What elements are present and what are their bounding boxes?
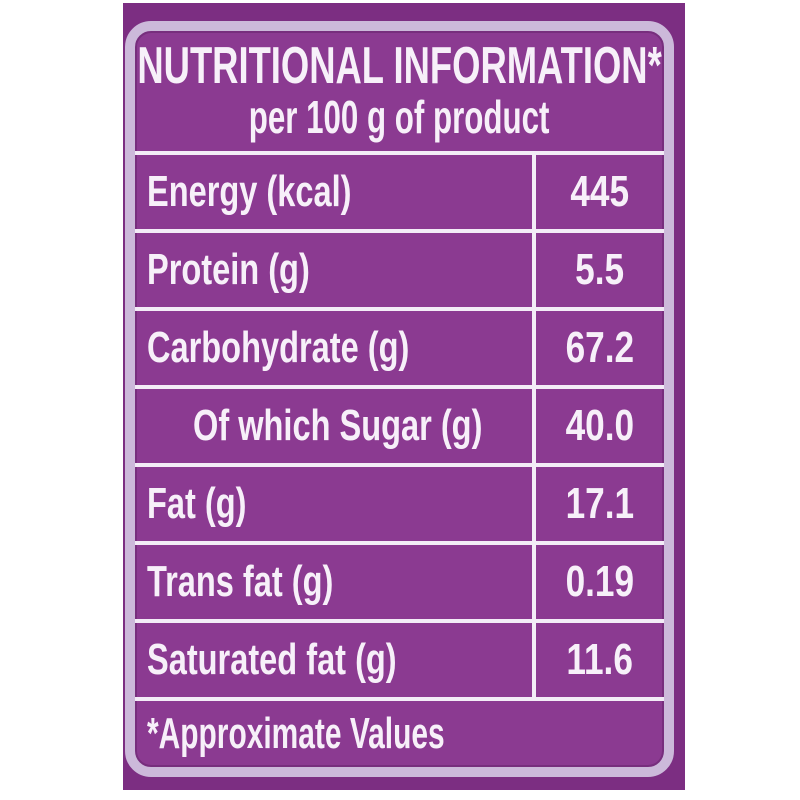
table-row-saturated-fat: Saturated fat (g) 11.6 — [135, 619, 664, 697]
nutrient-name-cell: Carbohydrate (g) — [135, 311, 532, 385]
nutrient-name: Fat (g) — [147, 479, 247, 528]
nutrient-name: Energy (kcal) — [147, 167, 352, 216]
label-title: NUTRITIONAL INFORMATION* — [137, 37, 662, 96]
label-subtitle: per 100 g of product — [249, 91, 550, 144]
nutrient-name-cell: Trans fat (g) — [135, 545, 532, 619]
nutrient-value: 445 — [570, 167, 630, 216]
nutrient-value: 11.6 — [566, 635, 634, 684]
nutrition-label-band: NUTRITIONAL INFORMATION* per 100 g of pr… — [123, 3, 685, 790]
nutrient-value: 40.0 — [565, 401, 635, 450]
nutrient-name: Of which Sugar (g) — [193, 401, 483, 450]
nutrient-name-cell: Fat (g) — [135, 467, 532, 541]
nutrient-value-cell: 67.2 — [532, 311, 664, 385]
table-row-sugar: Of which Sugar (g) 40.0 — [135, 385, 664, 463]
nutrient-name: Trans fat (g) — [147, 557, 334, 606]
nutrient-name-cell: Of which Sugar (g) — [135, 389, 532, 463]
nutrient-value-cell: 11.6 — [532, 623, 664, 697]
nutrient-name-cell: Energy (kcal) — [135, 155, 532, 229]
nutrient-value: 5.5 — [575, 245, 625, 294]
nutrient-value: 67.2 — [565, 323, 635, 372]
table-row-protein: Protein (g) 5.5 — [135, 229, 664, 307]
nutrient-value: 0.19 — [565, 557, 635, 606]
table-row-trans-fat: Trans fat (g) 0.19 — [135, 541, 664, 619]
nutrient-name-cell: Saturated fat (g) — [135, 623, 532, 697]
nutrient-value-cell: 40.0 — [532, 389, 664, 463]
label-footnote: *Approximate Values — [147, 709, 445, 758]
nutrient-name: Saturated fat (g) — [147, 635, 397, 684]
nutrient-name: Carbohydrate (g) — [147, 323, 410, 372]
label-footnote-row: *Approximate Values — [135, 697, 664, 767]
nutrient-value-cell: 5.5 — [532, 233, 664, 307]
table-row-energy: Energy (kcal) 445 — [135, 151, 664, 229]
nutrient-value: 17.1 — [565, 479, 635, 528]
nutrient-value-cell: 0.19 — [532, 545, 664, 619]
nutrient-value-cell: 17.1 — [532, 467, 664, 541]
nutrient-value-cell: 445 — [532, 155, 664, 229]
nutrient-name-cell: Protein (g) — [135, 233, 532, 307]
label-header: NUTRITIONAL INFORMATION* per 100 g of pr… — [135, 31, 664, 151]
nutrient-name: Protein (g) — [147, 245, 310, 294]
nutrition-label-panel: NUTRITIONAL INFORMATION* per 100 g of pr… — [125, 21, 674, 777]
table-row-carbohydrate: Carbohydrate (g) 67.2 — [135, 307, 664, 385]
table-row-fat: Fat (g) 17.1 — [135, 463, 664, 541]
